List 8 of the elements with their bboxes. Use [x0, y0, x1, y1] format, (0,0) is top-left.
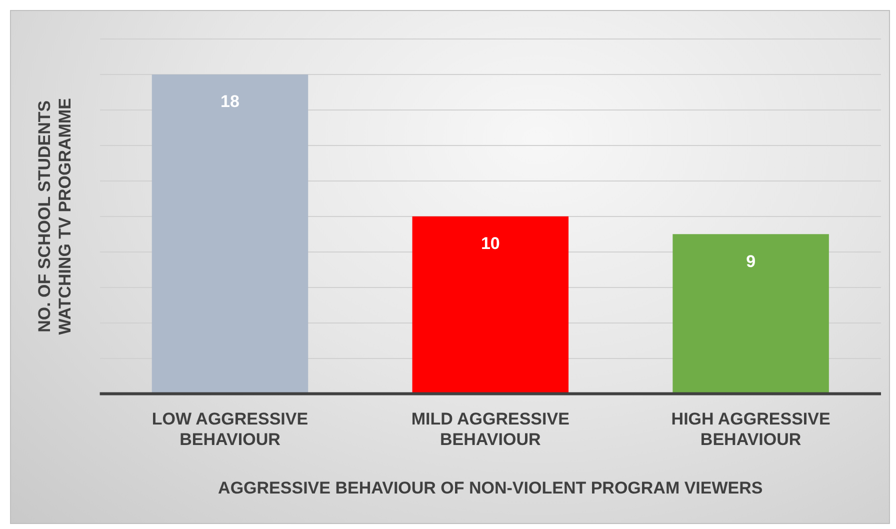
data-label: 18 — [220, 92, 240, 112]
data-label: 9 — [746, 252, 756, 271]
x-tick-label: LOW AGGRESSIVE BEHAVIOUR — [152, 410, 308, 450]
y-axis-title: NO. OF SCHOOL STUDENTS WATCHING TV PROGRAMME — [34, 98, 74, 335]
x-tick-label: HIGH AGGRESSIVE BEHAVIOUR — [671, 410, 830, 450]
x-tick-label: MILD AGGRESSIVE BEHAVIOUR — [411, 410, 570, 450]
x-axis-title: AGGRESSIVE BEHAVIOUR OF NON-VIOLENT PROGRAM VIEWERS — [218, 478, 763, 498]
data-label: 10 — [480, 234, 500, 254]
